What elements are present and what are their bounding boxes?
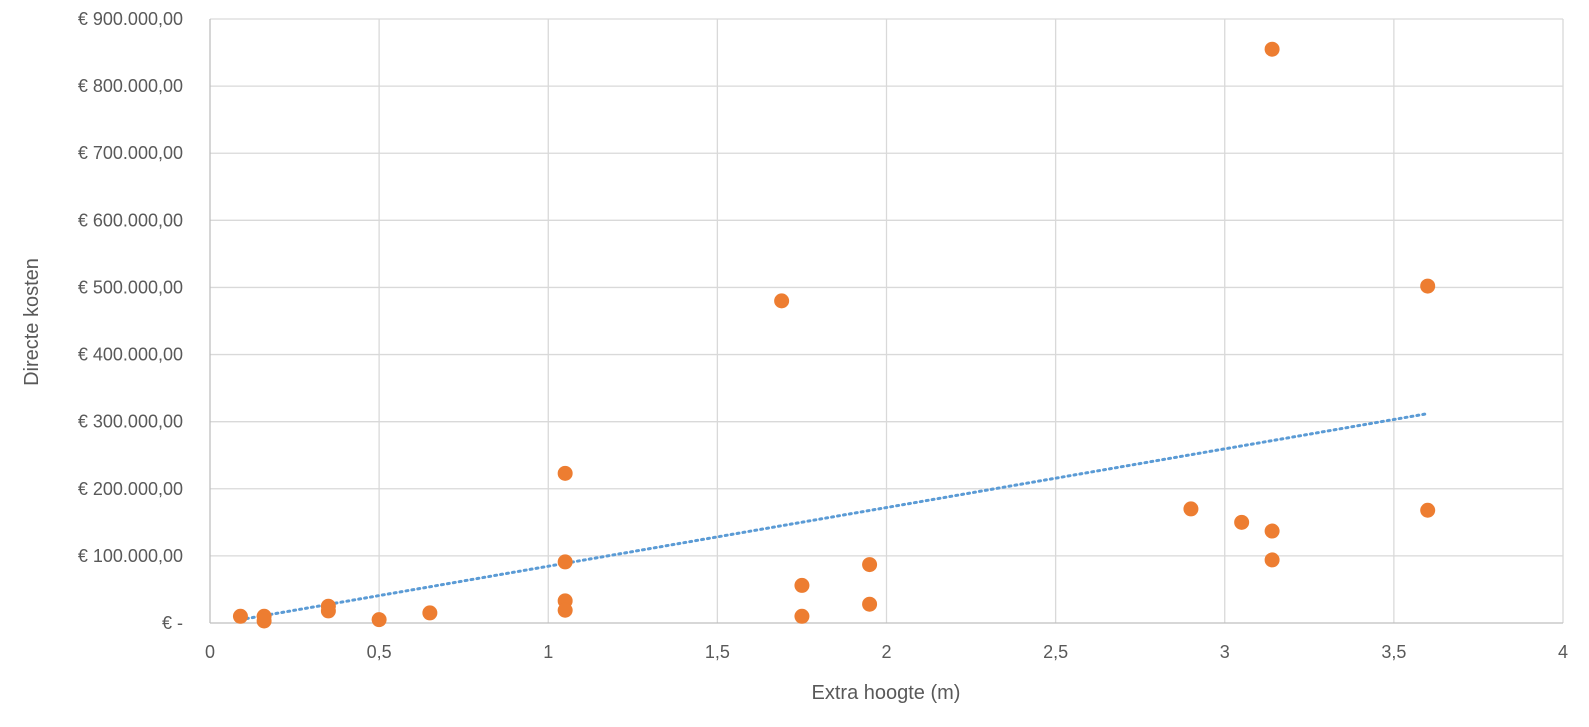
x-tick-label: 3,5	[1381, 642, 1406, 662]
data-point	[557, 602, 573, 618]
y-tick-label: € 100.000,00	[78, 546, 183, 566]
data-point	[1264, 523, 1280, 539]
y-tick-label: € -	[162, 613, 183, 633]
data-point	[1183, 501, 1199, 517]
trendline-layer	[238, 412, 1430, 622]
data-point	[371, 612, 387, 628]
x-tick-label: 1,5	[705, 642, 730, 662]
x-tick-label: 0	[205, 642, 215, 662]
y-tick-label: € 700.000,00	[78, 143, 183, 163]
y-tick-label: € 900.000,00	[78, 9, 183, 29]
y-tick-label: € 300.000,00	[78, 412, 183, 432]
x-tick-label: 1	[543, 642, 553, 662]
gridlines	[210, 18, 1564, 623]
y-tick-label: € 200.000,00	[78, 479, 183, 499]
data-point	[422, 605, 438, 621]
data-point	[557, 554, 573, 570]
data-point	[794, 608, 810, 624]
tick-labels: € - € 100.000,00 € 200.000,00 € 300.000,00 €…	[78, 9, 1568, 662]
data-point	[1420, 278, 1436, 294]
data-point	[1420, 502, 1436, 518]
data-point	[862, 596, 878, 612]
x-tick-label: 2,5	[1043, 642, 1068, 662]
x-tick-label: 3	[1220, 642, 1230, 662]
x-tick-label: 0,5	[367, 642, 392, 662]
data-points	[232, 41, 1436, 629]
linear-trendline	[238, 412, 1430, 622]
x-axis-title: Extra hoogte (m)	[812, 682, 961, 704]
data-point	[794, 577, 810, 593]
data-point	[774, 293, 790, 309]
data-point	[256, 613, 272, 629]
y-tick-label: € 600.000,00	[78, 210, 183, 230]
data-point	[232, 608, 248, 624]
axes	[209, 19, 1563, 624]
data-point	[1264, 41, 1280, 57]
y-axis-title: Directe kosten	[21, 258, 43, 386]
y-tick-label: € 800.000,00	[78, 76, 183, 96]
x-tick-label: 4	[1558, 642, 1568, 662]
data-point	[1264, 552, 1280, 568]
x-tick-label: 2	[881, 642, 891, 662]
data-point	[320, 603, 336, 619]
y-tick-label: € 400.000,00	[78, 345, 183, 365]
data-point	[862, 557, 878, 573]
y-tick-label: € 500.000,00	[78, 277, 183, 297]
data-point	[557, 465, 573, 481]
data-point	[1234, 514, 1250, 530]
